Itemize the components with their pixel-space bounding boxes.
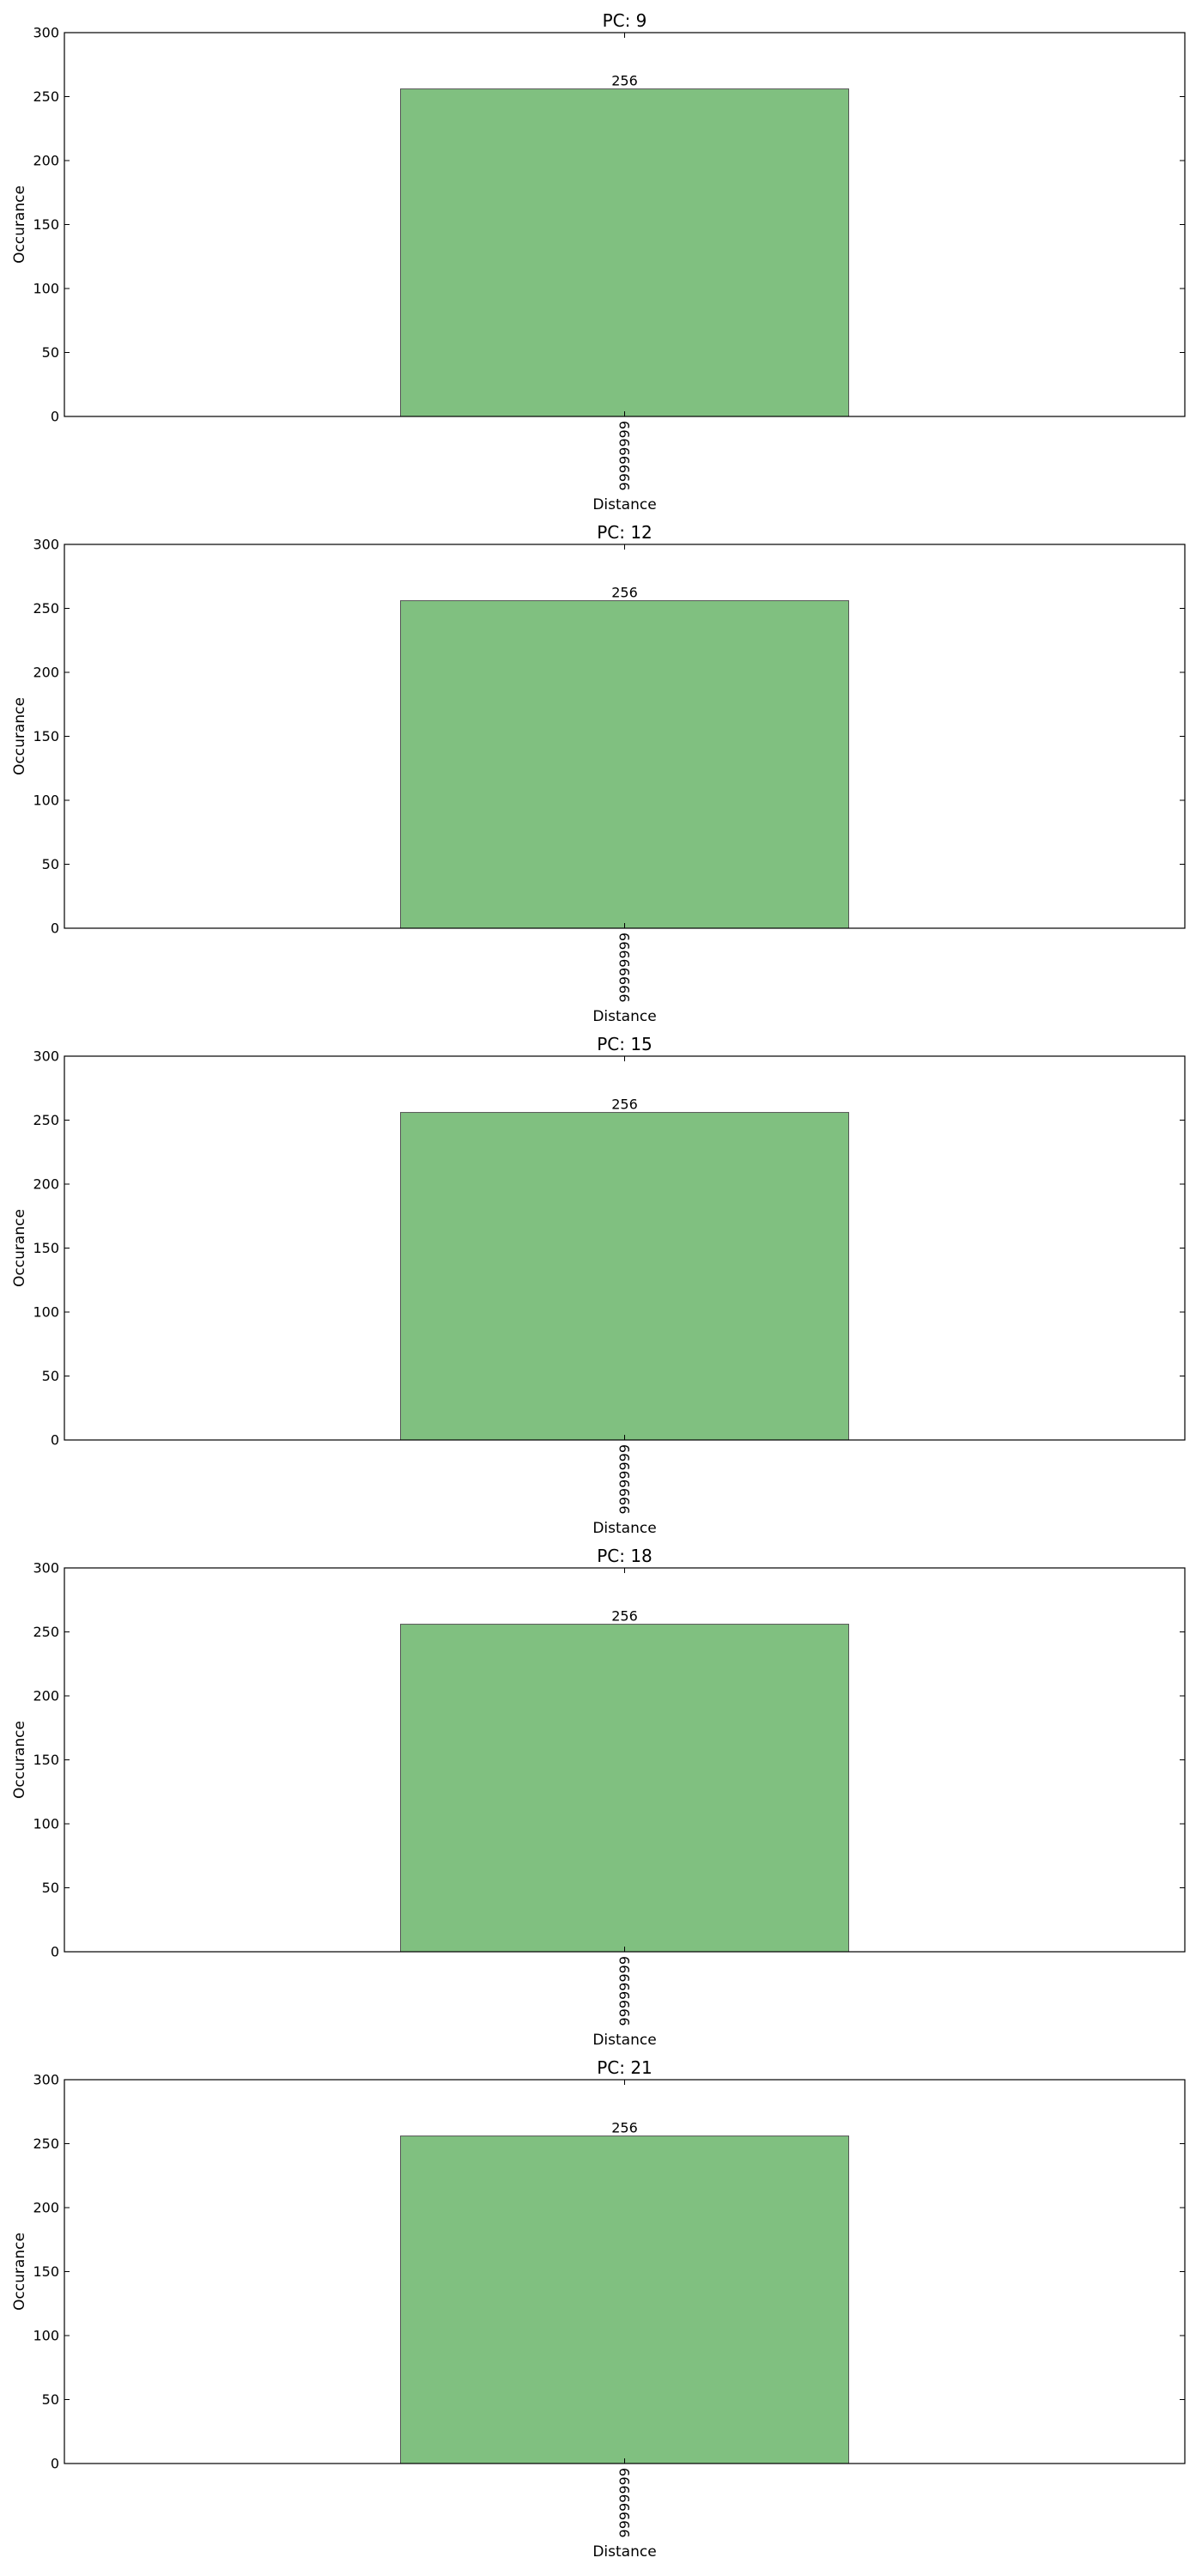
chart-panel: PC: 21 256 99999999 0 50 100 150 200 250 300 Dista… xyxy=(11,2057,1186,2561)
x-tick-label: 99999999 xyxy=(616,933,633,1002)
y-tick-label: 150 xyxy=(33,216,59,233)
y-tick-label: 150 xyxy=(33,1240,59,1256)
y-tick-label: 250 xyxy=(33,2136,59,2152)
y-tick-label: 200 xyxy=(33,665,59,681)
y-tick-label: 300 xyxy=(33,1048,59,1065)
y-tick-label: 250 xyxy=(33,600,59,617)
plot-frame xyxy=(64,544,1186,929)
y-tick-label: 300 xyxy=(33,25,59,41)
x-axis-label: Distance xyxy=(592,2543,656,2561)
plot-frame xyxy=(64,32,1186,417)
plot-frame xyxy=(64,1055,1186,1441)
y-tick-label: 250 xyxy=(33,1624,59,1640)
y-tick-label: 0 xyxy=(51,2456,59,2472)
y-tick-label: 300 xyxy=(33,1560,59,1577)
chart-panel: PC: 18 256 99999999 0 50 100 150 200 250 300 Dista… xyxy=(11,1546,1186,2049)
y-tick-label: 100 xyxy=(33,2328,59,2344)
y-tick-label: 300 xyxy=(33,537,59,553)
chart-title: PC: 18 xyxy=(597,1546,653,1566)
chart-title: PC: 15 xyxy=(597,1034,653,1054)
x-tick-label: 99999999 xyxy=(616,1444,633,1514)
bar-data-label: 256 xyxy=(611,73,638,89)
x-tick-label: 99999999 xyxy=(616,1956,633,2026)
x-tick-label: 99999999 xyxy=(616,421,633,490)
y-axis-label: Occurance xyxy=(11,697,28,775)
bar-data-label: 256 xyxy=(611,2120,638,2136)
bar-data-label: 256 xyxy=(611,1097,638,1113)
y-tick-label: 50 xyxy=(42,1880,59,1896)
bar xyxy=(400,2136,849,2464)
y-tick-label: 100 xyxy=(33,1304,59,1321)
x-axis-label: Distance xyxy=(592,1520,656,1537)
y-tick-label: 100 xyxy=(33,793,59,809)
bar-data-label: 256 xyxy=(611,585,638,601)
y-tick-label: 250 xyxy=(33,1112,59,1128)
y-axis-label: Occurance xyxy=(11,2233,28,2311)
y-tick-label: 150 xyxy=(33,2263,59,2280)
bar xyxy=(400,1112,849,1441)
y-tick-label: 0 xyxy=(51,920,59,937)
chart-panel: PC: 9 256 99999999 0 50 100 150 200 250 300 Distan… xyxy=(11,10,1186,513)
y-tick-label: 100 xyxy=(33,1816,59,1832)
y-tick-label: 200 xyxy=(33,153,59,169)
chart-title: PC: 9 xyxy=(603,10,647,31)
plot-frame xyxy=(64,1567,1186,1953)
y-tick-label: 300 xyxy=(33,2072,59,2088)
y-tick-label: 150 xyxy=(33,728,59,744)
chart-panel: PC: 15 256 99999999 0 50 100 150 200 250 300 Dista… xyxy=(11,1034,1186,1537)
x-axis-label: Distance xyxy=(592,2032,656,2049)
y-axis-label: Occurance xyxy=(11,1721,28,1799)
y-tick-label: 200 xyxy=(33,2200,59,2216)
y-tick-label: 0 xyxy=(51,1432,59,1449)
y-tick-label: 0 xyxy=(51,409,59,425)
y-tick-label: 200 xyxy=(33,1176,59,1193)
y-tick-label: 50 xyxy=(42,856,59,872)
y-axis-label: Occurance xyxy=(11,1209,28,1287)
chart-title: PC: 12 xyxy=(597,522,653,543)
bar-data-label: 256 xyxy=(611,1608,638,1625)
chart-title: PC: 21 xyxy=(597,2057,653,2078)
chart-panel: PC: 12 256 99999999 0 50 100 150 200 250 300 Dista… xyxy=(11,522,1186,1025)
y-tick-label: 200 xyxy=(33,1688,59,1704)
y-tick-label: 50 xyxy=(42,1368,59,1384)
y-tick-label: 50 xyxy=(42,2391,59,2408)
y-tick-label: 100 xyxy=(33,281,59,297)
bar xyxy=(400,88,849,417)
x-axis-label: Distance xyxy=(592,1008,656,1025)
bar xyxy=(400,600,849,929)
x-axis-label: Distance xyxy=(592,496,656,513)
y-tick-label: 250 xyxy=(33,88,59,105)
x-tick-label: 99999999 xyxy=(616,2468,633,2537)
y-tick-label: 150 xyxy=(33,1752,59,1768)
plot-frame xyxy=(64,2079,1186,2464)
bar xyxy=(400,1624,849,1953)
y-tick-label: 0 xyxy=(51,1944,59,1960)
y-axis-label: Occurance xyxy=(11,185,28,264)
y-tick-label: 50 xyxy=(42,344,59,361)
